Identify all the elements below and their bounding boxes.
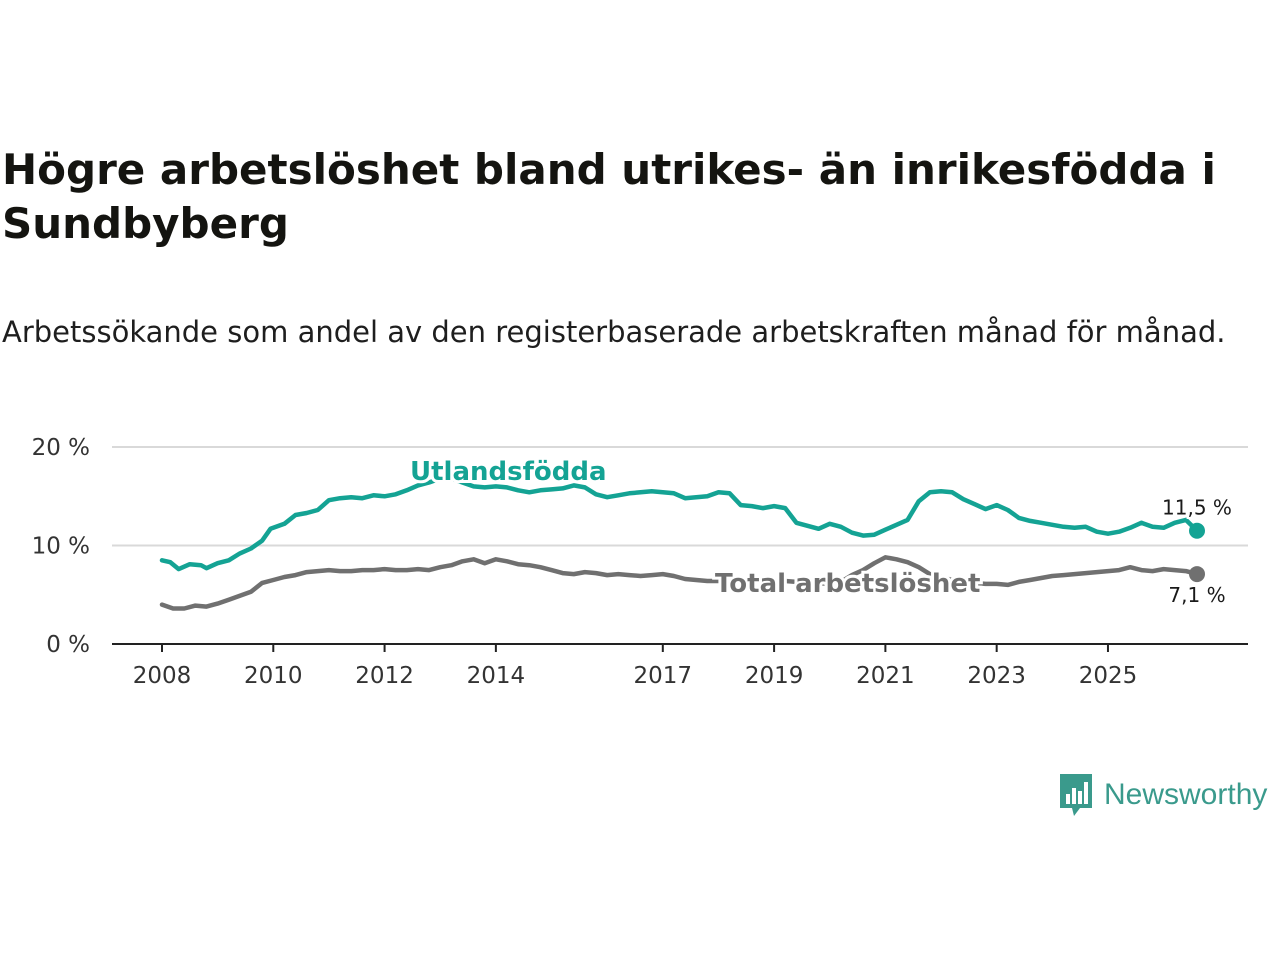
- grid-lines: [112, 446, 1248, 547]
- newsworthy-logo-text: Newsworthy: [1104, 778, 1268, 811]
- series-end-value-label: 7,1 %: [1168, 583, 1225, 607]
- x-tick-label: 2008: [133, 663, 192, 689]
- line-chart: 0 % 10 % 20 % 2008 2010 2012 2014 2017 2019 2021…: [32, 435, 1248, 689]
- y-tick-label: 0 %: [46, 632, 90, 658]
- series-end-marker: [1189, 522, 1205, 539]
- x-tick-label: 2014: [467, 663, 526, 689]
- newsworthy-logo[interactable]: Newsworthy: [1058, 772, 1267, 818]
- series-label: Utlandsfödda: [410, 457, 607, 487]
- series-end-marker: [1189, 566, 1205, 583]
- y-axis: 0 % 10 % 20 %: [32, 435, 90, 658]
- x-axis: 2008 2010 2012 2014 2017 2019 2021 2023 2025: [112, 643, 1248, 689]
- series-lines: [159, 476, 1205, 611]
- series-labels: Utlandsfödda 11,5 % Total arbetslöshet 7,1 …: [407, 454, 1234, 609]
- x-tick-label: 2019: [745, 663, 804, 689]
- x-tick-label: 2023: [967, 663, 1026, 689]
- series-end-value-label: 11,5 %: [1162, 496, 1232, 520]
- series-label: Total arbetslöshet: [715, 569, 980, 599]
- x-tick-label: 2012: [355, 663, 414, 689]
- x-tick-label: 2025: [1079, 663, 1138, 689]
- series-line: [159, 555, 1200, 611]
- x-tick-label: 2017: [634, 663, 693, 689]
- y-tick-label: 20 %: [32, 435, 90, 461]
- series-line: [159, 476, 1200, 572]
- newsworthy-logo-icon: [1060, 774, 1092, 816]
- x-tick-label: 2010: [244, 663, 303, 689]
- y-tick-label: 10 %: [32, 534, 90, 560]
- chart-subtitle: Arbetssökande som andel av den registerb…: [2, 315, 1226, 349]
- chart-title: Högre arbetslöshet bland utrikes- än inr…: [2, 145, 1216, 248]
- x-tick-label: 2021: [856, 663, 915, 689]
